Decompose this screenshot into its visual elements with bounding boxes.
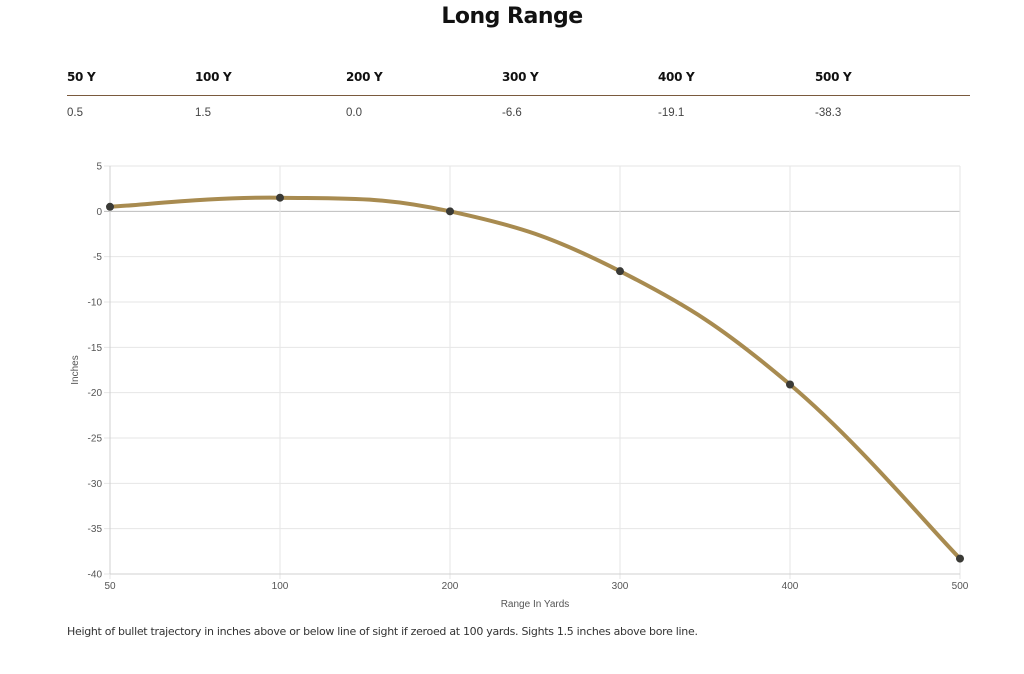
x-tick-label: 100 — [272, 581, 289, 592]
table-cell: -38.3 — [815, 107, 842, 119]
page-title: Long Range — [441, 4, 583, 29]
table-header-cell: 200 Y — [346, 70, 383, 84]
grid — [104, 165, 961, 579]
table-cell: 0.0 — [346, 107, 362, 119]
y-tick-label: -30 — [88, 479, 103, 490]
x-tick-label: 300 — [612, 581, 629, 592]
y-tick-label: -5 — [93, 252, 102, 263]
table-header-row: 50 Y 100 Y 200 Y 300 Y 400 Y 500 Y — [67, 70, 970, 96]
table-header-cell: 100 Y — [195, 70, 232, 84]
y-tick-label: 0 — [96, 207, 102, 218]
y-tick-label: -25 — [88, 434, 103, 445]
table-header-cell: 500 Y — [815, 70, 852, 84]
table-row: 0.5 1.5 0.0 -6.6 -19.1 -38.3 — [67, 96, 970, 120]
y-tick-label: 5 — [96, 162, 102, 173]
series-layer — [108, 195, 962, 561]
table-cell: -6.6 — [502, 107, 522, 119]
footnote: Height of bullet trajectory in inches ab… — [67, 625, 698, 638]
y-tick-label: -10 — [88, 298, 103, 309]
data-point — [276, 193, 284, 202]
y-tick-label: -15 — [88, 343, 103, 354]
table-header-cell: 400 Y — [658, 70, 695, 84]
table-cell: 1.5 — [195, 107, 211, 119]
table-cell: 0.5 — [67, 107, 83, 119]
data-point — [106, 202, 114, 211]
y-tick-label: -35 — [88, 524, 103, 535]
y-axis-label: Inches — [70, 355, 81, 384]
x-axis-label: Range In Yards — [501, 599, 570, 610]
data-point — [446, 207, 454, 216]
data-point — [786, 380, 794, 389]
table-cell: -19.1 — [658, 107, 685, 119]
y-tick-label: -40 — [88, 570, 103, 581]
x-tick-label: 50 — [104, 581, 116, 592]
data-point — [616, 267, 624, 276]
table-header-cell: 50 Y — [67, 70, 96, 84]
y-tick-label: -20 — [88, 388, 103, 399]
point-layer — [106, 193, 964, 563]
x-tick-label: 200 — [442, 581, 459, 592]
series-line — [108, 195, 962, 561]
table-header-cell: 300 Y — [502, 70, 539, 84]
x-tick-label: 400 — [782, 581, 799, 592]
data-point — [956, 554, 964, 563]
trajectory-table: 50 Y 100 Y 200 Y 300 Y 400 Y 500 Y 0.5 1… — [67, 70, 970, 120]
x-tick-label: 500 — [952, 581, 969, 592]
